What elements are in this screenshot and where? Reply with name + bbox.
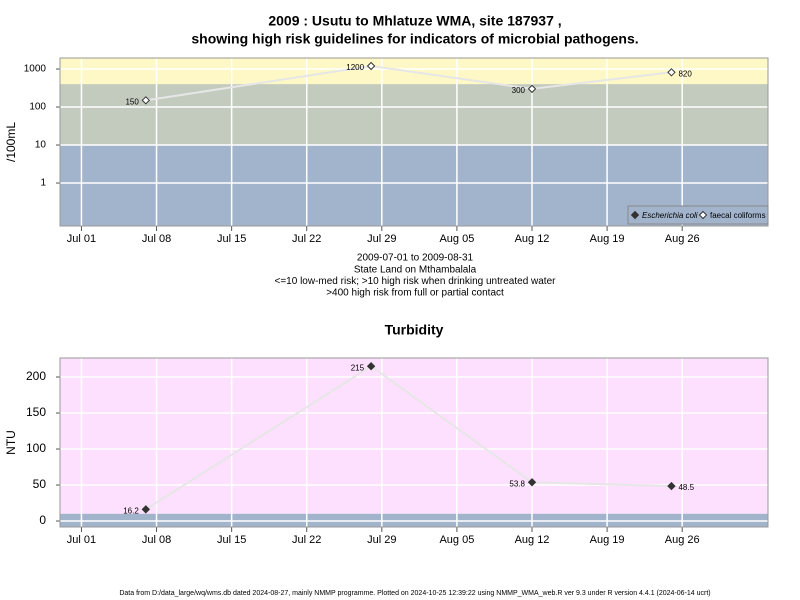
x-tick-label: Jul 01 xyxy=(67,534,96,546)
plot-frame xyxy=(59,357,769,528)
data-label: 150 xyxy=(125,97,139,106)
data-label: 48.5 xyxy=(678,483,694,492)
series-line xyxy=(145,65,672,102)
y-tick-label: 10 xyxy=(35,140,47,151)
x-tick-label: Aug 19 xyxy=(590,534,625,546)
x-tick-label: Aug 26 xyxy=(665,233,700,245)
footer: Data from D:/data_large/wq/wms.db dated … xyxy=(119,590,710,597)
legend-marker xyxy=(630,210,640,220)
x-tick-label: Aug 12 xyxy=(515,534,550,546)
x-tick-label: Jul 29 xyxy=(367,534,396,546)
y-tick-label: 150 xyxy=(26,405,46,419)
data-point xyxy=(667,68,676,77)
data-point xyxy=(527,478,537,487)
series-line xyxy=(145,365,672,511)
y-axis-label: /100mL xyxy=(4,122,18,162)
x-tick-label: Jul 08 xyxy=(142,534,171,546)
legend-marker xyxy=(698,210,708,220)
x-tick-label: Jul 15 xyxy=(217,534,246,546)
data-label: 215 xyxy=(351,363,365,372)
y-tick-label: 100 xyxy=(29,102,46,113)
plot-frame xyxy=(59,57,769,227)
data-point xyxy=(527,84,537,94)
x-tick-label: Aug 05 xyxy=(439,534,474,546)
plot-background xyxy=(60,358,768,527)
x-tick-label: Jul 22 xyxy=(292,233,321,245)
legend-label: faecal coliforms xyxy=(710,211,766,220)
y-tick-label: 100 xyxy=(26,441,46,455)
y-tick-label: 50 xyxy=(33,477,47,491)
x-tick-label: Jul 08 xyxy=(142,233,171,245)
x-tick-label: Aug 12 xyxy=(515,233,550,245)
data-point xyxy=(366,61,376,71)
note: State Land on Mthambalala xyxy=(354,264,477,275)
chart-title: 2009 : Usutu to Mhlatuze WMA, site 18793… xyxy=(268,13,561,29)
legend-box xyxy=(627,205,769,225)
x-tick-label: Jul 29 xyxy=(367,233,396,245)
data-label: 53.8 xyxy=(509,479,525,488)
x-tick-label: Jul 01 xyxy=(67,233,96,245)
legend: Escherichia coli faecal coliforms xyxy=(627,205,769,225)
x-tick-label: Jul 15 xyxy=(217,233,246,245)
y-tick-label: 0 xyxy=(39,513,46,527)
x-tick-label: Jul 22 xyxy=(292,534,321,546)
y-axis-label: NTU xyxy=(4,430,18,455)
data-point xyxy=(141,505,151,514)
data-label: 1200 xyxy=(346,63,364,72)
legend-label: Escherichia coli xyxy=(642,211,698,220)
x-tick-label: Aug 05 xyxy=(439,233,474,245)
data-point xyxy=(366,362,376,371)
y-tick-label: 200 xyxy=(26,369,46,383)
x-tick-label: Aug 26 xyxy=(665,534,700,546)
y-tick-label: 1000 xyxy=(24,64,47,75)
note: >400 high risk from full or partial cont… xyxy=(326,288,504,299)
data-label: 820 xyxy=(678,69,692,78)
data-label: 300 xyxy=(512,86,526,95)
risk-band xyxy=(60,84,768,146)
data-point xyxy=(667,481,676,491)
data-label: 16.2 xyxy=(123,506,139,515)
chart-title: Turbidity xyxy=(385,322,444,338)
x-tick-label: Aug 19 xyxy=(590,233,625,245)
note: <=10 low-med risk; >10 high risk when dr… xyxy=(275,276,557,287)
y-tick-label: 1 xyxy=(40,178,46,189)
chart-subtitle: showing high risk guidelines for indicat… xyxy=(191,31,638,47)
data-point xyxy=(141,96,151,105)
note: 2009-07-01 to 2009-08-31 xyxy=(357,253,474,264)
